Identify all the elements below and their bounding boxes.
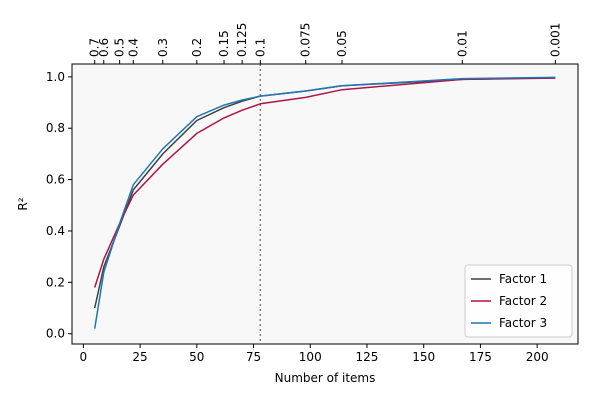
y-tick-label: 0.2 [46, 275, 65, 289]
x-tick-label: 125 [356, 350, 379, 364]
top-tick-label: 0.01 [455, 30, 469, 57]
legend: Factor 1 Factor 2 Factor 3 [464, 264, 573, 338]
top-tick-label: 0.075 [299, 23, 313, 57]
x-tick-label: 50 [189, 350, 204, 364]
top-tick-label: 0.125 [235, 23, 249, 57]
legend-label: Factor 1 [499, 272, 547, 286]
top-tick-label: 0.2 [190, 38, 204, 57]
top-tick-label: 0.15 [217, 30, 231, 57]
y-tick-label: 0.6 [46, 173, 65, 187]
series-line-factor-3 [93, 76, 556, 329]
x-tick-label: 75 [246, 350, 261, 364]
top-tick-label: 0.5 [113, 38, 127, 57]
top-tick-label: 0.6 [97, 38, 111, 57]
top-tick-label: 0.7 [88, 38, 102, 57]
x-tick-label: 200 [526, 350, 549, 364]
x-tick-label: 100 [299, 350, 322, 364]
top-tick-label: 0.05 [335, 30, 349, 57]
plot-frame [71, 63, 579, 345]
legend-label: Factor 2 [499, 294, 547, 308]
top-tick-label: 0.3 [156, 38, 170, 57]
x-tick-label: 25 [132, 350, 147, 364]
y-tick-label: 0.8 [46, 121, 65, 135]
x-axis-label: Number of items [275, 371, 376, 385]
top-tick-label: 0.1 [253, 38, 267, 57]
top-tick-label: 0.001 [548, 23, 562, 57]
top-tick-label: 0.4 [126, 38, 140, 57]
x-tick-label: 150 [412, 350, 435, 364]
legend-box [464, 264, 573, 338]
legend-label: Factor 3 [499, 316, 547, 330]
y-axis-label: R² [16, 197, 30, 210]
y-tick-label: 0.4 [46, 224, 65, 238]
y-tick-label: 0.0 [46, 327, 65, 341]
x-tick-label: 175 [469, 350, 492, 364]
x-tick-label: 0 [80, 350, 88, 364]
y-tick-label: 1.0 [46, 70, 65, 84]
